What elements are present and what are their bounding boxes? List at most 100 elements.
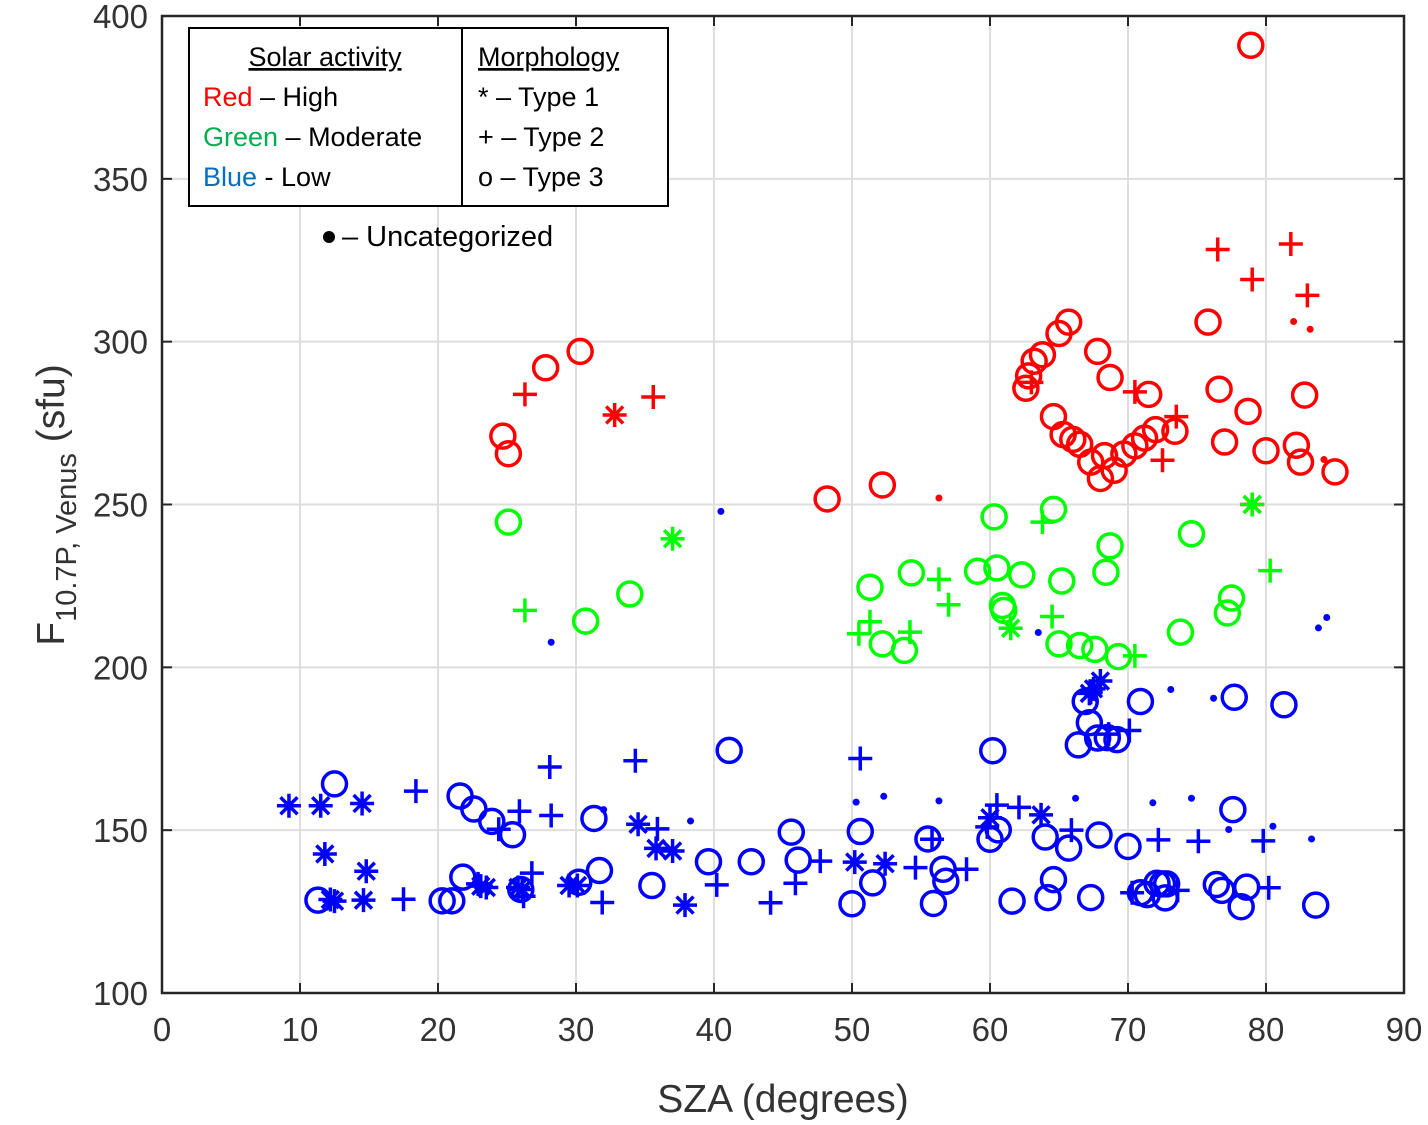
- type3-point: [438, 887, 466, 915]
- x-tick-label: 80: [1248, 1011, 1285, 1048]
- type2-point: [1122, 643, 1147, 668]
- type3-point: [478, 807, 506, 836]
- type3-point: [919, 889, 948, 918]
- type2-point: [1256, 875, 1281, 900]
- type3-point: [856, 573, 884, 601]
- type3-point: [571, 607, 600, 635]
- type2-point: [1295, 283, 1320, 308]
- type3-point: [580, 804, 608, 833]
- type3-point: [585, 856, 614, 885]
- legend-morphology-title: Morphology: [478, 42, 620, 72]
- type3-point: [1048, 567, 1076, 595]
- type3-point: [449, 863, 477, 891]
- type2-point: [539, 803, 564, 828]
- type2-point: [519, 861, 544, 886]
- type3-point: [1096, 532, 1124, 560]
- uncategorized-point: [1323, 614, 1331, 622]
- data-points: [276, 31, 1349, 921]
- type2-point: [1278, 231, 1303, 256]
- type1-point: [602, 402, 627, 427]
- type2-point: [936, 592, 961, 617]
- type3-point: [1054, 308, 1083, 336]
- type3-point: [1126, 687, 1155, 716]
- type1-point: [842, 850, 867, 875]
- type3-point: [963, 557, 992, 586]
- uncategorized-point: [547, 638, 555, 646]
- type3-point: [1134, 380, 1163, 409]
- type3-point: [1227, 892, 1255, 921]
- type1-point: [873, 851, 898, 876]
- type2-point: [1059, 818, 1084, 843]
- type1-point: [276, 793, 301, 818]
- x-tick-label: 60: [972, 1011, 1009, 1048]
- type1-point: [308, 793, 333, 818]
- type3-point: [1092, 558, 1120, 586]
- x-tick-label: 70: [1110, 1011, 1147, 1048]
- x-tick-label: 30: [558, 1011, 595, 1048]
- type2-point: [1240, 267, 1265, 292]
- uncategorized-point: [935, 494, 943, 502]
- uncategorized-point: [1269, 822, 1277, 830]
- series-low: [276, 507, 1331, 921]
- type2-point: [512, 382, 537, 407]
- axis-ticks: 0 10 20 30 40 50 60 70 80 90 100 150 200 250 300 350 400: [93, 0, 1422, 1048]
- type1-point: [978, 805, 1002, 830]
- type1-point: [998, 616, 1023, 641]
- legend-uncategorized: – Uncategorized: [342, 221, 553, 253]
- type1-point: [1240, 492, 1265, 517]
- y-axis-title-main: F: [30, 622, 73, 646]
- type2-point: [903, 855, 928, 880]
- type3-point: [890, 636, 919, 665]
- type3-point: [1166, 618, 1195, 646]
- type3-point: [979, 736, 1007, 765]
- legend-uncategorized-dot-icon: [323, 231, 335, 243]
- type1-point: [1088, 669, 1113, 694]
- type3-point: [1114, 832, 1142, 861]
- type2-point: [486, 817, 511, 842]
- type3-point: [638, 871, 666, 900]
- type1-point: [350, 791, 375, 816]
- type3-point: [737, 848, 766, 876]
- uncategorized-point: [852, 798, 860, 806]
- svg-text:F10.7P, Venus (sfu): F10.7P, Venus (sfu): [30, 364, 83, 645]
- legend-type2: + – Type 2: [478, 122, 604, 152]
- type3-point: [616, 580, 644, 608]
- type2-point: [848, 746, 873, 771]
- y-tick-label: 350: [93, 161, 148, 198]
- y-tick-label: 400: [93, 0, 148, 35]
- x-tick-label: 0: [153, 1011, 171, 1048]
- uncategorized-point: [687, 817, 695, 825]
- type2-point: [1030, 510, 1055, 535]
- type3-point: [1301, 891, 1330, 919]
- type2-point: [1165, 878, 1190, 903]
- type1-point: [673, 893, 698, 918]
- type1-point: [474, 875, 499, 900]
- uncategorized-point: [1290, 317, 1298, 325]
- uncategorized-point: [1308, 835, 1316, 843]
- type1-point: [510, 877, 535, 902]
- type3-point: [566, 337, 594, 366]
- type2-point: [623, 748, 648, 773]
- type2-point: [857, 609, 882, 634]
- type3-point: [1234, 397, 1262, 426]
- y-tick-label: 200: [93, 649, 148, 686]
- type3-point: [1012, 374, 1040, 402]
- type2-point: [920, 827, 945, 852]
- type2-point: [1040, 604, 1065, 629]
- type2-point: [1146, 827, 1171, 852]
- type2-point: [1096, 722, 1121, 747]
- type3-point: [1020, 347, 1048, 375]
- x-tick-label: 10: [282, 1011, 319, 1048]
- type2-point: [1122, 379, 1147, 404]
- type1-point: [660, 839, 685, 864]
- type2-point: [783, 871, 808, 896]
- type3-point: [1177, 520, 1206, 548]
- type3-point: [715, 736, 743, 765]
- uncategorized-point: [1187, 794, 1195, 802]
- type3-point: [1194, 308, 1222, 336]
- type2-point: [512, 598, 537, 623]
- type3-point: [694, 848, 723, 876]
- type3-point: [1252, 437, 1280, 465]
- type1-point: [626, 812, 651, 837]
- uncategorized-point: [1225, 826, 1233, 834]
